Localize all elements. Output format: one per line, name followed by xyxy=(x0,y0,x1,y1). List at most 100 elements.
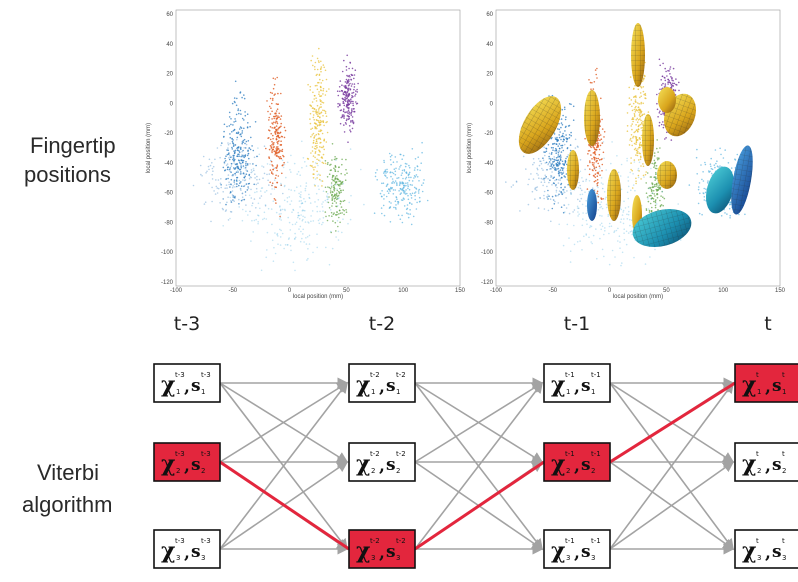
data-point xyxy=(595,73,597,76)
time-superscript: t-2 xyxy=(370,537,380,545)
data-point xyxy=(633,131,635,134)
data-point xyxy=(608,263,611,266)
data-point xyxy=(553,133,556,135)
data-point xyxy=(247,186,249,188)
x-tick-label: 0 xyxy=(608,288,612,294)
data-point xyxy=(591,161,594,164)
data-point xyxy=(251,145,253,147)
data-point xyxy=(344,86,347,88)
state-subscript: 3 xyxy=(591,554,595,562)
state-box xyxy=(153,442,221,482)
data-point xyxy=(616,155,618,157)
data-point xyxy=(548,155,550,158)
data-point xyxy=(316,84,318,87)
data-point xyxy=(637,106,640,108)
data-point xyxy=(275,110,278,112)
data-point xyxy=(700,164,702,166)
data-point xyxy=(640,101,643,104)
data-point xyxy=(300,202,303,205)
data-point xyxy=(406,207,409,210)
data-point xyxy=(639,118,641,120)
data-point xyxy=(318,113,320,115)
data-point xyxy=(306,259,308,261)
data-point xyxy=(591,158,593,160)
data-point xyxy=(552,149,554,151)
data-point xyxy=(338,183,340,186)
data-point xyxy=(234,144,237,146)
data-point xyxy=(636,129,638,131)
data-point xyxy=(208,158,211,161)
time-superscript: t xyxy=(782,450,785,458)
data-point xyxy=(336,90,339,92)
data-point xyxy=(250,240,252,242)
data-point xyxy=(555,152,557,154)
chi-symbol: χ xyxy=(742,372,756,398)
data-point xyxy=(565,157,567,160)
data-point xyxy=(225,184,228,186)
data-point xyxy=(253,219,256,222)
data-point xyxy=(351,127,354,130)
transition-edges xyxy=(219,377,735,555)
data-point xyxy=(276,181,278,184)
time-superscript: t-3 xyxy=(201,450,211,458)
data-point xyxy=(349,62,352,64)
data-point xyxy=(563,191,566,194)
data-point xyxy=(557,154,560,156)
data-point xyxy=(548,168,551,170)
data-point xyxy=(401,172,404,174)
data-point xyxy=(597,181,599,184)
data-point xyxy=(294,223,297,225)
data-point xyxy=(639,158,642,161)
data-point xyxy=(632,118,635,120)
data-point xyxy=(255,187,258,190)
data-point xyxy=(564,118,567,121)
data-point xyxy=(230,201,233,203)
data-point xyxy=(647,208,650,210)
data-point xyxy=(554,168,556,171)
data-point xyxy=(569,261,572,263)
data-point xyxy=(576,241,579,243)
data-point xyxy=(639,115,642,118)
data-point xyxy=(382,204,385,207)
data-point xyxy=(247,122,249,124)
data-point xyxy=(345,105,348,108)
data-point xyxy=(594,150,596,153)
data-point xyxy=(418,196,421,199)
data-point xyxy=(310,105,313,108)
data-point xyxy=(662,204,664,207)
data-point xyxy=(637,119,640,121)
data-point xyxy=(701,178,703,181)
data-point xyxy=(557,151,560,154)
data-point xyxy=(357,82,359,85)
data-point xyxy=(578,181,580,184)
state-subscript: 3 xyxy=(782,554,786,562)
data-point xyxy=(633,114,636,116)
data-point xyxy=(299,240,302,243)
data-point xyxy=(290,200,293,202)
data-point xyxy=(283,247,285,250)
data-point xyxy=(302,215,304,218)
data-point xyxy=(343,213,345,216)
data-point xyxy=(325,215,327,218)
data-point xyxy=(593,180,596,183)
data-point xyxy=(320,146,323,149)
data-point xyxy=(199,164,202,167)
data-point xyxy=(261,187,264,189)
ellipsoid xyxy=(642,114,654,166)
data-point xyxy=(311,134,314,136)
data-point xyxy=(270,107,272,109)
data-point xyxy=(710,172,713,175)
data-point xyxy=(327,192,329,195)
data-point xyxy=(729,203,732,206)
data-point xyxy=(288,188,290,191)
data-point xyxy=(302,228,305,231)
data-point xyxy=(651,206,653,209)
data-point xyxy=(547,197,550,200)
data-point xyxy=(392,172,395,175)
state-subscript: 3 xyxy=(396,554,400,562)
data-point xyxy=(383,159,385,162)
data-point xyxy=(634,189,636,192)
data-point xyxy=(640,119,642,122)
data-point xyxy=(220,144,222,147)
data-point xyxy=(309,112,312,115)
